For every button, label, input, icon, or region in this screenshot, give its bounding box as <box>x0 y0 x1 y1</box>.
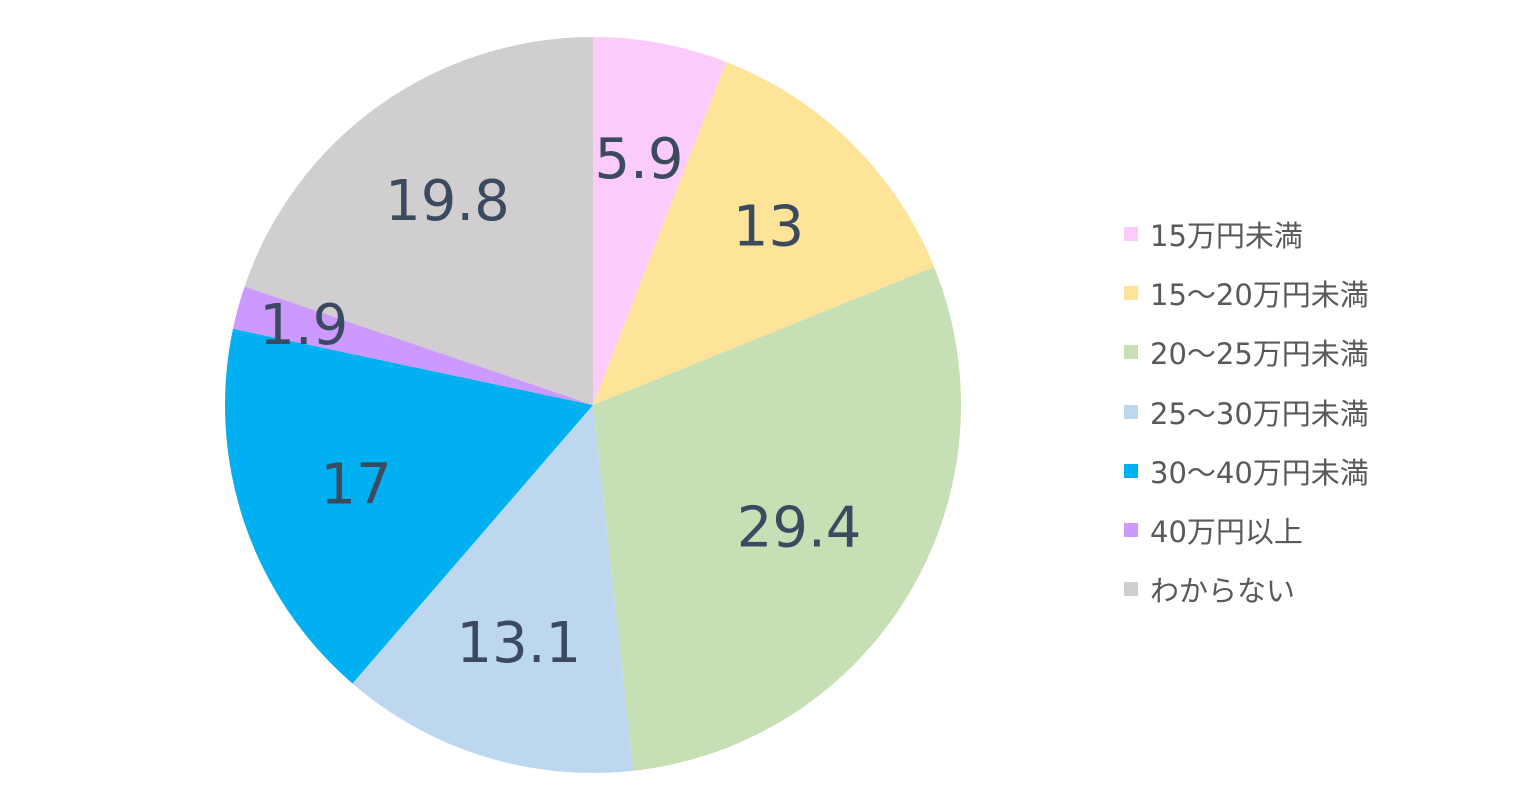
slice-value-label: 13.1 <box>456 611 581 676</box>
legend-label: 15万円未満 <box>1150 218 1303 253</box>
legend-swatch <box>1124 463 1138 478</box>
legend-item: 20～25万円未満 <box>1124 323 1369 382</box>
legend-label: わからない <box>1150 574 1296 609</box>
legend-swatch <box>1124 582 1138 597</box>
slice-value-label: 1.9 <box>259 293 348 358</box>
legend-item: 15～20万円未満 <box>1124 263 1369 322</box>
slice-value-label: 19.8 <box>385 169 510 234</box>
pie-slice <box>593 61 935 405</box>
slice-value-label: 17 <box>320 452 391 517</box>
legend-swatch <box>1124 404 1138 419</box>
legend-item: 30～40万円未満 <box>1124 441 1369 500</box>
slice-value-label: 13 <box>733 194 804 259</box>
legend-label: 25～30万円未満 <box>1150 396 1369 431</box>
pie-slice <box>244 37 594 405</box>
legend-label: 15～20万円未満 <box>1150 277 1369 312</box>
pie-slice <box>593 37 727 405</box>
slice-value-label: 5.9 <box>594 127 683 192</box>
legend-item: わからない <box>1124 560 1369 619</box>
legend-swatch <box>1124 523 1138 538</box>
legend-swatch <box>1124 345 1138 360</box>
slice-value-label: 29.4 <box>737 496 862 561</box>
legend-label: 30～40万円未満 <box>1150 455 1369 490</box>
pie-slice <box>593 266 961 771</box>
legend-label: 40万円以上 <box>1150 515 1303 550</box>
legend-item: 25～30万円未満 <box>1124 382 1369 441</box>
legend-swatch <box>1124 226 1138 241</box>
pie-slice <box>225 328 593 684</box>
legend-label: 20～25万円未満 <box>1150 337 1369 372</box>
pie-slice <box>232 286 593 405</box>
legend-swatch <box>1124 285 1138 300</box>
pie-slice <box>352 405 634 773</box>
legend-item: 15万円未満 <box>1124 204 1369 263</box>
legend: 15万円未満 15～20万円未満 20～25万円未満 25～30万円未満 30～40万円… <box>1124 204 1369 619</box>
legend-item: 40万円以上 <box>1124 500 1369 559</box>
